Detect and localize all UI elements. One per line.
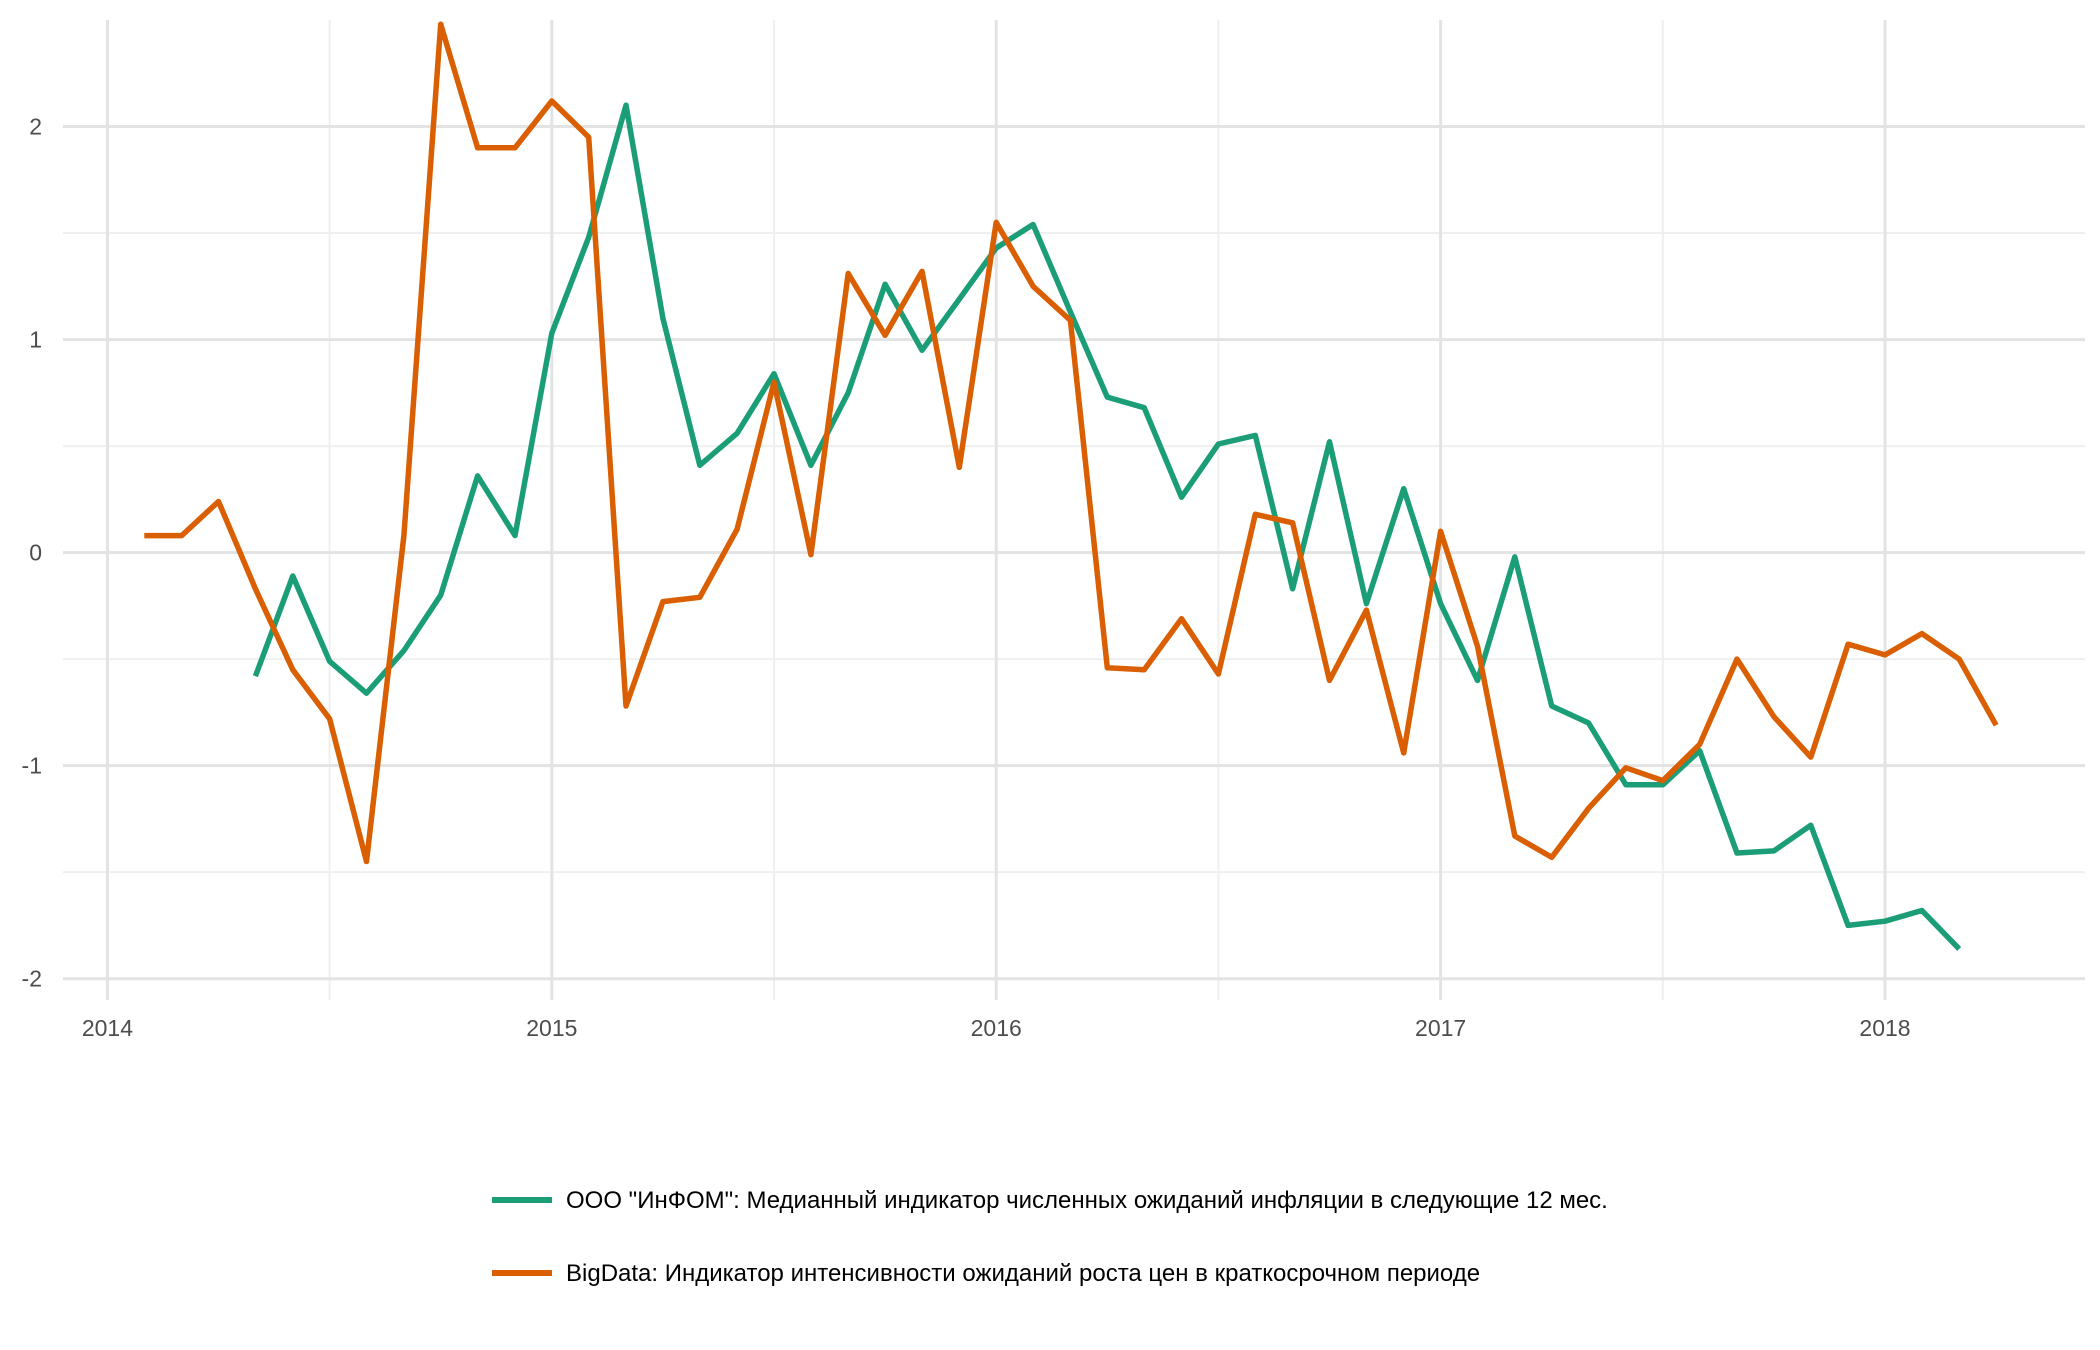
legend-item-2: BigData: Индикатор интенсивности ожидани… [492,1260,1480,1287]
x-tick-label: 2018 [1859,1015,1910,1041]
legend-label: BigData: Индикатор интенсивности ожидани… [566,1260,1480,1287]
series-line-2 [144,21,1999,865]
legend-item-1: ООО "ИнФОМ": Медианный индикатор численн… [492,1187,1608,1214]
legend-label: ООО "ИнФОМ": Медианный индикатор численн… [566,1187,1608,1214]
legend: ООО "ИнФОМ": Медианный индикатор численн… [492,1187,1608,1287]
series-line-1 [252,102,1962,951]
x-tick-label: 2017 [1415,1015,1466,1041]
x-tick-label: 2015 [526,1015,577,1041]
y-tick-label: -2 [22,966,42,992]
y-tick-label: 1 [29,327,42,353]
y-tick-label: 2 [29,114,42,140]
y-tick-label: -1 [22,753,42,779]
series-layer [144,21,1999,951]
x-tick-label: 2014 [82,1015,133,1041]
axis-labels: 2014 2015 2016 2017 2018 -2 -1 0 1 2 [22,114,1911,1041]
y-tick-label: 0 [29,540,42,566]
x-tick-label: 2016 [971,1015,1022,1041]
